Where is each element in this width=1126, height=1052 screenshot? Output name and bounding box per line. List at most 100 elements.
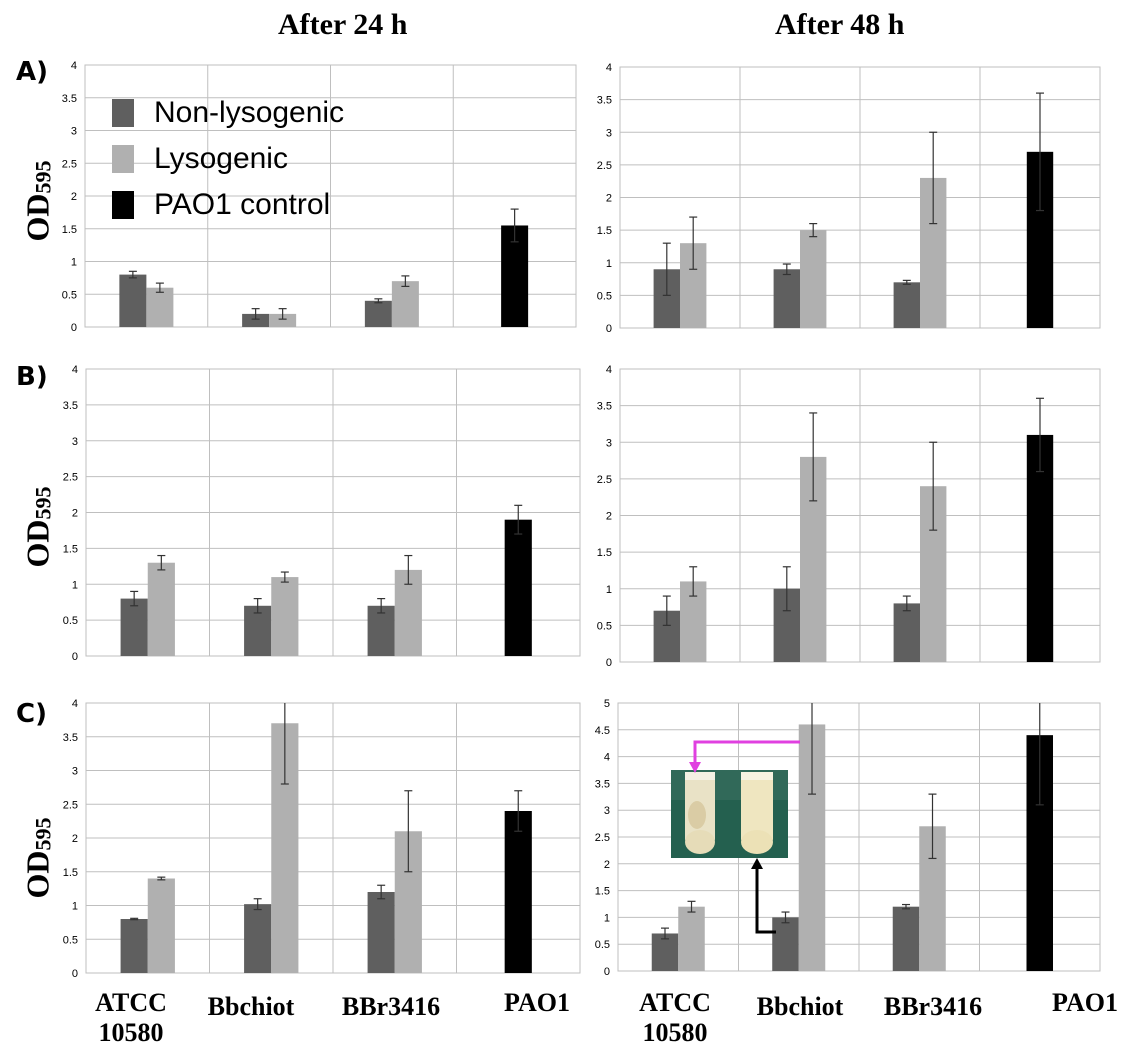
category-label-bbchiot-left: Bbchiot (207, 992, 295, 1021)
bar-b-24h-nonlyso-2 (367, 605, 395, 656)
tube-photo-drawing (671, 770, 788, 858)
y-tick-label-b-24h-1: 0.5 (63, 615, 78, 627)
chart-a-48h: 0 0.5 1 1.5 2 2.5 3 3.5 4 (597, 62, 1101, 335)
legend-swatch-lysogenic (112, 145, 134, 173)
black-arrow-head (751, 858, 763, 869)
category-label-atcc-left-line2: 10580 (98, 1018, 164, 1047)
y-tick-label-a-48h-2: 1 (606, 258, 612, 270)
tube-photo-inset (671, 770, 788, 858)
y-tick-label-b-48h-4: 2 (606, 511, 612, 523)
y-tick-label-b-24h-2: 1 (72, 579, 78, 591)
bar-a-24h-nonlyso-2 (364, 300, 392, 327)
y-tick-label-b-48h-8: 4 (606, 364, 612, 376)
category-label-atcc-right-line1: ATCC (639, 988, 711, 1017)
y-tick-label-c-48h-8: 4 (604, 752, 610, 764)
magenta-arrow-head (689, 762, 701, 773)
y-tick-label-b-48h-0: 0 (606, 657, 612, 669)
y-tick-label-b-24h-5: 2.5 (63, 472, 78, 484)
tube-right (741, 772, 773, 842)
y-tick-label-b-48h-5: 2.5 (597, 474, 612, 486)
category-label-pao1-left: PAO1 (504, 988, 570, 1017)
bar-a-48h-nonlyso-2 (893, 282, 920, 328)
category-label-bbchiot-right: Bbchiot (756, 992, 844, 1021)
row-label-b: B) (16, 362, 48, 392)
bar-b-24h-nonlyso-0 (120, 598, 148, 656)
chart-c-48h: 0 0.5 1 1.5 2 2.5 3 3.5 4 4.5 5 (595, 698, 1101, 978)
bar-b-24h-nonlyso-1 (244, 605, 272, 656)
bar-a-24h-nonlyso-1 (242, 313, 270, 327)
y-tick-label-c-48h-9: 4.5 (595, 725, 610, 737)
y-tick-label-b-48h-1: 0.5 (597, 620, 612, 632)
y-tick-label-a-48h-0: 0 (606, 323, 612, 335)
bar-c-24h-nonlyso-1 (244, 904, 272, 973)
y-tick-label-a-48h-5: 2.5 (597, 160, 612, 172)
bar-c-24h-pao1-3 (504, 811, 532, 973)
bar-b-24h-lyso-0 (147, 562, 175, 656)
bar-c-48h-nonlyso-1 (772, 917, 799, 971)
chart-b-24h: 0 0.5 1 1.5 2 2.5 3 3.5 4 (63, 364, 581, 663)
y-tick-label-c-24h-5: 2.5 (63, 799, 78, 811)
y-tick-label-c-24h-4: 2 (72, 833, 78, 845)
bar-b-48h-nonlyso-2 (893, 603, 920, 662)
legend-label-pao1-control: PAO1 control (154, 188, 331, 221)
y-tick-label-a-24h-4: 2 (71, 191, 77, 203)
chart-a-24h: 0 0.5 1 1.5 2 2.5 3 3.5 4 (62, 60, 577, 334)
y-tick-label-a-24h-0: 0 (71, 322, 77, 334)
legend-label-non-lysogenic: Non-lysogenic (154, 96, 345, 129)
bar-b-48h-pao1-3 (1026, 434, 1054, 662)
bar-a-48h-lyso-1 (800, 230, 827, 328)
bar-b-24h-pao1-3 (504, 519, 532, 656)
y-tick-label-c-24h-1: 0.5 (63, 934, 78, 946)
category-label-bbr3416-left: BBr3416 (341, 992, 441, 1021)
title-after-24h: After 24 h (278, 8, 408, 41)
y-tick-label-a-24h-2: 1 (71, 257, 77, 269)
legend-swatch-non-lysogenic (112, 99, 134, 127)
y-tick-label-b-24h-6: 3 (72, 436, 78, 448)
legend-item-lysogenic: Lysogenic (112, 136, 344, 182)
y-tick-label-a-24h-7: 3.5 (62, 93, 77, 105)
y-tick-label-a-24h-6: 3 (71, 126, 77, 138)
y-tick-label-c-24h-2: 1 (72, 901, 78, 913)
y-tick-label-b-24h-7: 3.5 (63, 400, 78, 412)
y-tick-label-b-48h-6: 3 (606, 437, 612, 449)
category-label-atcc-right: ATCC 10580 (630, 988, 720, 1048)
y-tick-label-b-48h-3: 1.5 (597, 547, 612, 559)
category-label-atcc-left-line1: ATCC (95, 988, 167, 1017)
y-tick-label-c-48h-4: 2 (604, 859, 610, 871)
y-tick-label-c-24h-8: 4 (72, 698, 78, 710)
bar-a-48h-nonlyso-1 (773, 269, 800, 328)
y-tick-label-b-24h-4: 2 (72, 508, 78, 520)
bar-a-24h-lyso-1 (269, 313, 297, 327)
row-label-a: A) (16, 57, 49, 87)
y-tick-label-a-24h-5: 2.5 (62, 158, 77, 170)
y-tick-label-a-48h-7: 3.5 (597, 95, 612, 107)
y-tick-label-c-24h-0: 0 (72, 968, 78, 980)
legend-item-non-lysogenic: Non-lysogenic (112, 90, 344, 136)
y-tick-label-c-24h-7: 3.5 (63, 732, 78, 744)
y-tick-label-c-48h-1: 0.5 (595, 939, 610, 951)
y-tick-label-a-48h-8: 4 (606, 62, 612, 74)
y-tick-label-a-24h-8: 4 (71, 60, 77, 72)
y-tick-label-c-24h-3: 1.5 (63, 867, 78, 879)
y-tick-label-c-48h-7: 3.5 (595, 778, 610, 790)
bar-a-24h-lyso-0 (146, 287, 174, 327)
y-tick-label-a-48h-4: 2 (606, 193, 612, 205)
y-tick-label-a-48h-3: 1.5 (597, 225, 612, 237)
black-arrow (755, 865, 776, 934)
y-tick-label-a-24h-1: 0.5 (62, 289, 77, 301)
y-tick-label-a-48h-1: 0.5 (597, 290, 612, 302)
legend-item-pao1-control: PAO1 control (112, 182, 344, 228)
chart-b-48h: 0 0.5 1 1.5 2 2.5 3 3.5 4 (597, 364, 1101, 669)
chart-c-24h: 0 0.5 1 1.5 2 2.5 3 3.5 4 (63, 698, 581, 980)
y-tick-label-b-24h-3: 1.5 (63, 543, 78, 555)
legend-swatch-pao1-control (112, 191, 134, 219)
y-tick-label-c-48h-0: 0 (604, 966, 610, 978)
y-tick-label-b-48h-2: 1 (606, 584, 612, 596)
bar-c-48h-nonlyso-0 (651, 933, 679, 971)
row-label-c: C) (16, 699, 47, 729)
bar-c-24h-lyso-0 (147, 878, 175, 973)
y-tick-label-b-48h-7: 3.5 (597, 401, 612, 413)
bar-c-24h-nonlyso-0 (120, 919, 148, 973)
category-label-atcc-left: ATCC 10580 (86, 988, 176, 1048)
